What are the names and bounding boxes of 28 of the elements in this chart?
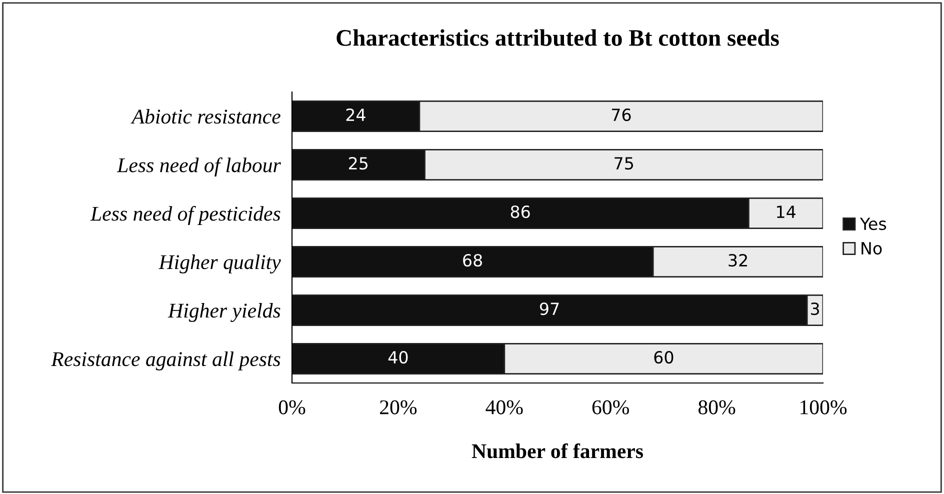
x-tick-label: 40% [486, 400, 523, 414]
data-label: 3 [811, 302, 819, 316]
x-tick-label: 20% [380, 400, 417, 414]
data-label: 86 [510, 205, 530, 218]
x-tick-label: 100% [800, 400, 847, 414]
x-tick-label: 0% [278, 400, 306, 414]
chart-title: Characteristics attributed to Bt cotton seeds [336, 29, 779, 46]
legend-label: No [862, 242, 882, 255]
data-label: 75 [614, 157, 634, 170]
data-label: 32 [728, 254, 747, 267]
data-label: 97 [540, 302, 559, 316]
x-tick-label: 60% [592, 400, 629, 414]
y-tick-label: Abiotic resistance [130, 109, 280, 124]
data-label: 40 [388, 350, 408, 364]
y-tick-label: Higher quality [158, 254, 281, 274]
y-tick-label: Resistance against all pests [51, 352, 280, 370]
data-label: 60 [654, 350, 674, 364]
y-tick-label: Higher yields [168, 303, 280, 322]
data-label: 14 [777, 206, 796, 218]
data-label: 68 [463, 254, 482, 267]
y-tick-label: Less need of pesticides [90, 206, 280, 226]
data-label: 24 [346, 108, 366, 121]
legend-label: Yes [860, 218, 886, 230]
x-axis-title: Number of farmers [472, 443, 644, 458]
data-label: 76 [612, 108, 631, 122]
x-tick-label: 80% [698, 400, 736, 414]
y-tick-label: Less need of labour [116, 157, 281, 177]
data-label: 25 [348, 156, 368, 170]
